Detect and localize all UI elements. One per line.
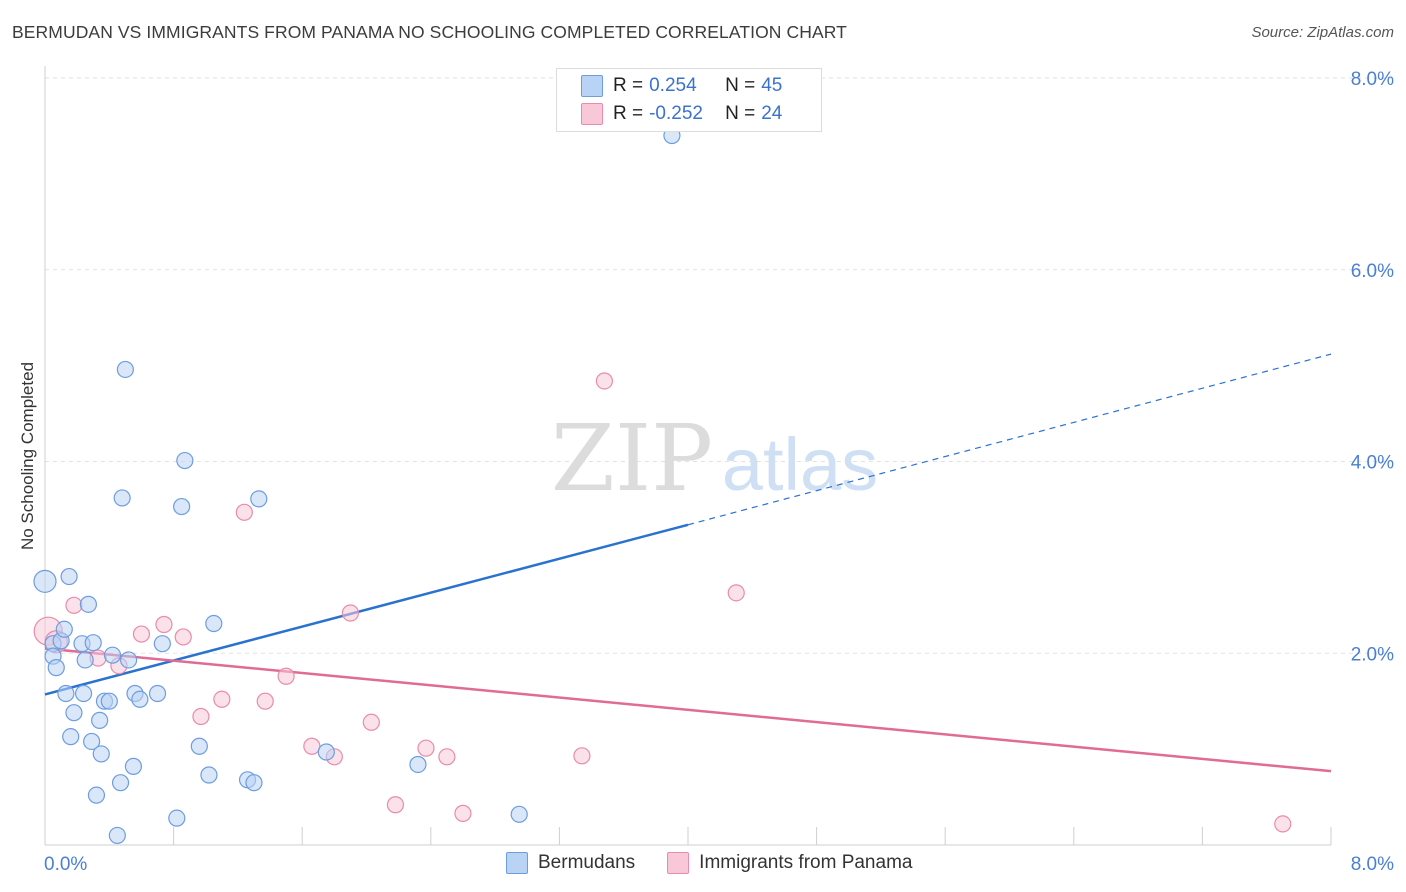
- legend-label-panama: Immigrants from Panama: [699, 852, 913, 873]
- legend-row-bermudans: R = 0.254 N = 45: [581, 73, 782, 99]
- legend-swatch-blue: [506, 852, 528, 874]
- point-bermudans: [103, 646, 122, 664]
- legend-swatch-blue: [581, 75, 603, 97]
- legend-n-value: 24: [761, 103, 783, 124]
- data-points: [33, 126, 1292, 845]
- legend-item-panama[interactable]: Immigrants from Panama: [667, 852, 912, 874]
- x-tick-label: 8.0%: [1351, 854, 1394, 875]
- point-bermudans: [55, 620, 73, 638]
- point-bermudans: [79, 595, 98, 613]
- point-panama: [277, 667, 295, 685]
- legend-r-label: R =: [613, 103, 644, 124]
- point-bermudans: [100, 692, 118, 710]
- point-bermudans: [47, 659, 65, 677]
- point-bermudans: [119, 651, 138, 669]
- x-tick-label: 0.0%: [44, 854, 87, 875]
- point-panama: [155, 615, 173, 634]
- trend-line-bermudans-extrapolated: [687, 353, 1332, 526]
- point-bermudans: [116, 360, 134, 379]
- point-panama: [595, 372, 614, 390]
- point-panama: [341, 604, 360, 622]
- point-bermudans: [190, 737, 208, 755]
- point-panama: [573, 747, 591, 765]
- point-bermudans: [245, 774, 263, 792]
- point-bermudans: [92, 745, 110, 763]
- point-panama: [174, 628, 192, 646]
- watermark-zip: ZIP: [551, 405, 713, 512]
- legend-r-value: -0.252: [649, 103, 703, 124]
- point-panama: [454, 804, 472, 822]
- point-bermudans: [83, 732, 101, 751]
- legend-n-value: 45: [761, 75, 783, 96]
- trend-lines: [44, 353, 1332, 773]
- point-panama: [386, 796, 405, 814]
- point-panama: [362, 713, 380, 731]
- point-panama: [1274, 815, 1292, 833]
- legend-r-value: 0.254: [649, 75, 697, 96]
- y-tick-label: 4.0%: [1351, 453, 1394, 474]
- tick-labels: 2.0% 4.0% 6.0% 8.0% 0.0% 8.0%: [44, 69, 1394, 875]
- point-bermudans: [62, 728, 80, 746]
- watermark-atlas: atlas: [722, 423, 878, 506]
- point-bermudans: [57, 684, 75, 703]
- point-bermudans: [33, 569, 57, 593]
- point-bermudans: [168, 809, 186, 827]
- legend-n-label: N =: [725, 103, 756, 124]
- point-panama: [303, 737, 321, 755]
- y-tick-label: 6.0%: [1351, 261, 1394, 282]
- chart-title: BERMUDAN VS IMMIGRANTS FROM PANAMA NO SC…: [12, 22, 847, 42]
- point-panama: [727, 584, 745, 602]
- point-panama: [235, 503, 253, 521]
- point-bermudans: [176, 451, 194, 470]
- point-panama: [192, 707, 210, 726]
- point-bermudans: [409, 755, 427, 774]
- point-bermudans: [510, 805, 528, 823]
- point-panama: [213, 690, 231, 708]
- point-bermudans: [173, 497, 191, 516]
- legend-item-bermudans[interactable]: Bermudans: [506, 852, 635, 874]
- correlation-legend: R = 0.254 N = 45 R = -0.252 N = 24: [556, 68, 822, 132]
- source-label: Source: ZipAtlas.com: [1251, 24, 1394, 41]
- point-bermudans: [65, 704, 83, 722]
- series-legend: Bermudans Immigrants from Panama: [506, 852, 944, 874]
- legend-swatch-pink: [581, 103, 603, 125]
- point-bermudans: [111, 774, 130, 792]
- legend-row-panama: R = -0.252 N = 24: [581, 101, 782, 127]
- axes: [44, 66, 1332, 846]
- point-bermudans: [60, 567, 78, 586]
- legend-r-label: R =: [613, 75, 644, 96]
- point-bermudans: [148, 684, 167, 703]
- trend-line-panama: [44, 647, 1332, 773]
- legend-swatch-pink: [667, 852, 690, 874]
- legend-label-bermudans: Bermudans: [538, 852, 636, 873]
- point-bermudans: [250, 490, 268, 508]
- point-bermudans: [205, 614, 223, 633]
- point-panama: [417, 739, 435, 757]
- point-panama: [65, 596, 83, 614]
- point-bermudans: [91, 711, 109, 729]
- point-bermudans: [108, 826, 126, 845]
- point-bermudans: [317, 743, 335, 761]
- y-tick-label: 8.0%: [1351, 69, 1394, 90]
- point-bermudans: [153, 635, 171, 653]
- point-panama: [256, 692, 274, 710]
- point-bermudans: [131, 690, 149, 708]
- point-panama: [438, 748, 456, 766]
- point-bermudans: [87, 786, 106, 804]
- point-bermudans: [124, 757, 143, 775]
- point-bermudans: [74, 684, 93, 703]
- trend-line-bermudans: [44, 523, 689, 696]
- y-tick-label: 2.0%: [1351, 644, 1394, 665]
- point-bermudans: [200, 766, 218, 784]
- point-panama: [132, 625, 151, 643]
- gridlines: [45, 77, 1394, 654]
- point-bermudans: [84, 634, 102, 652]
- legend-n-label: N =: [725, 75, 756, 96]
- point-bermudans: [76, 651, 94, 669]
- point-bermudans: [113, 489, 131, 507]
